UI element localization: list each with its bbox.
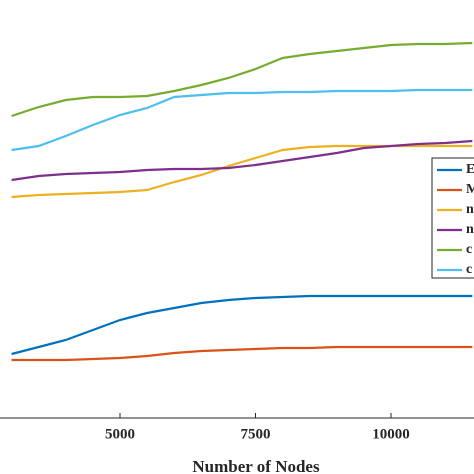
line-series (11, 294, 473, 356)
legend-label: c (466, 262, 472, 277)
legend-label: M (466, 182, 474, 197)
legend-box (431, 157, 474, 279)
line-series (11, 139, 473, 182)
x-tick-label: 5000 (105, 426, 135, 442)
legend-label: n (466, 202, 474, 217)
x-tick-label: 7500 (241, 426, 271, 442)
legend-label: c (466, 242, 472, 257)
line-series (11, 41, 473, 118)
line-series (11, 88, 473, 152)
legend-label: n (466, 222, 474, 237)
legend-label: E (466, 162, 474, 177)
line-series (11, 345, 473, 362)
x-tick-label: 10000 (372, 426, 410, 442)
x-axis-label: Number of Nodes (192, 457, 320, 474)
line-series (11, 144, 473, 199)
